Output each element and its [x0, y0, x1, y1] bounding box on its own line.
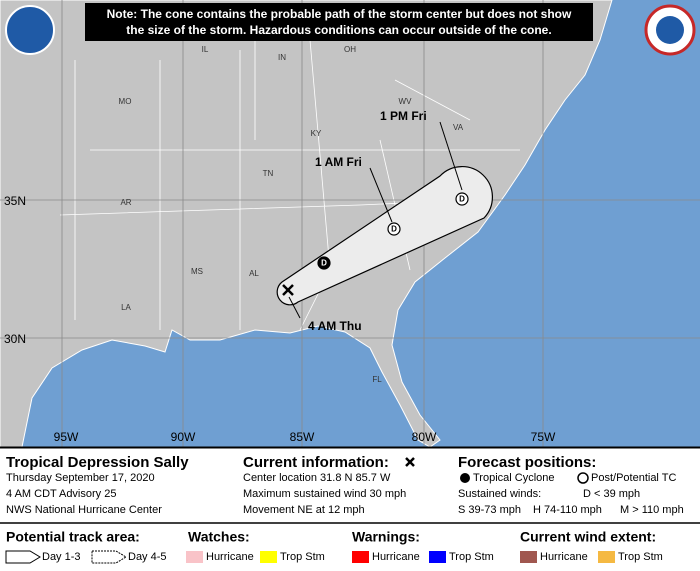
longitude-label: 85W: [290, 430, 315, 444]
watches-title: Watches:: [188, 529, 250, 545]
current-title: Current information:: [243, 454, 389, 471]
forecast-cone: [276, 166, 494, 306]
current-icon: [405, 457, 415, 467]
forecast-post: Post/Potential TC: [591, 472, 676, 484]
track-day13: Day 1-3: [42, 551, 81, 563]
longitude-label: 75W: [531, 430, 556, 444]
warn-hurricane: Hurricane: [372, 551, 420, 563]
tropical-icon: [460, 473, 470, 483]
wind-storm: Trop Stm: [618, 551, 663, 563]
latitude-label: 35N: [4, 194, 26, 208]
storm-advisory: 4 AM CDT Advisory 25: [6, 488, 116, 500]
noaa-logo: [5, 5, 55, 55]
watch-hurricane-swatch: [186, 551, 203, 563]
legend-panel: [0, 447, 700, 571]
warn-hurricane-swatch: [352, 551, 369, 563]
forecast-point: [387, 222, 401, 236]
state-label: MO: [119, 97, 132, 106]
leader-lines: [288, 121, 463, 319]
watch-storm: Trop Stm: [280, 551, 325, 563]
warn-storm-swatch: [429, 551, 446, 563]
longitude-label: 80W: [412, 430, 437, 444]
forecast-winds: Sustained winds:: [458, 488, 541, 500]
forecast-tropical: Tropical Cyclone: [473, 472, 555, 484]
state-label: LA: [121, 303, 131, 312]
time-label: 1 AM Fri: [315, 155, 362, 169]
forecast-s: S 39-73 mph: [458, 504, 521, 516]
forecast-m: M > 110 mph: [620, 504, 684, 516]
day45-icon: [91, 550, 127, 564]
note-line: Note: The cone contains the probable pat…: [107, 7, 572, 21]
day13-icon: [5, 550, 41, 564]
current-location: Center location 31.8 N 85.7 W: [243, 472, 391, 484]
latitude-label: 30N: [4, 332, 26, 346]
post-icon: [577, 472, 589, 484]
land: [0, 0, 613, 448]
track-day45: Day 4-5: [128, 551, 167, 563]
storm-center: NWS National Hurricane Center: [6, 504, 162, 516]
state-label: AL: [249, 269, 259, 278]
wind-storm-swatch: [598, 551, 615, 563]
warnings-title: Warnings:: [352, 529, 420, 545]
state-label: IL: [202, 45, 209, 54]
longitude-label: 90W: [171, 430, 196, 444]
state-label: KY: [311, 129, 322, 138]
forecast-point: [455, 192, 469, 206]
current-wind: Maximum sustained wind 30 mph: [243, 488, 406, 500]
nws-logo-center: [656, 16, 684, 44]
forecast-point: [317, 256, 331, 270]
state-label: IN: [278, 53, 286, 62]
current-movement: Movement NE at 12 mph: [243, 504, 365, 516]
wind-hurricane-swatch: [520, 551, 537, 563]
note-line: the size of the storm. Hazardous conditi…: [126, 23, 551, 37]
state-label: AR: [120, 198, 131, 207]
forecast-h: H 74-110 mph: [533, 504, 602, 516]
forecast-point-label: D: [321, 259, 327, 268]
wind-extent-title: Current wind extent:: [520, 529, 656, 545]
state-label: FL: [372, 375, 382, 384]
forecast-point-label: D: [391, 225, 397, 234]
state-label: WV: [399, 97, 413, 106]
state-label: VA: [453, 123, 464, 132]
state-label: OH: [344, 45, 356, 54]
track-title: Potential track area:: [6, 529, 140, 545]
warn-storm: Trop Stm: [449, 551, 494, 563]
current-position: [282, 284, 294, 296]
time-label: 4 AM Thu: [308, 319, 362, 333]
watch-storm-swatch: [260, 551, 277, 563]
note-box: [85, 3, 593, 41]
forecast-d: D < 39 mph: [583, 488, 640, 500]
longitude-label: 95W: [54, 430, 79, 444]
storm-name: Tropical Depression Sally: [6, 454, 189, 471]
time-label: 1 PM Fri: [380, 109, 427, 123]
wind-hurricane: Hurricane: [540, 551, 588, 563]
forecast-title: Forecast positions:: [458, 454, 596, 471]
state-label: TN: [263, 169, 274, 178]
forecast-point-label: D: [459, 195, 465, 204]
state-label: MS: [191, 267, 203, 276]
storm-date: Thursday September 17, 2020: [6, 472, 155, 484]
watch-hurricane: Hurricane: [206, 551, 254, 563]
